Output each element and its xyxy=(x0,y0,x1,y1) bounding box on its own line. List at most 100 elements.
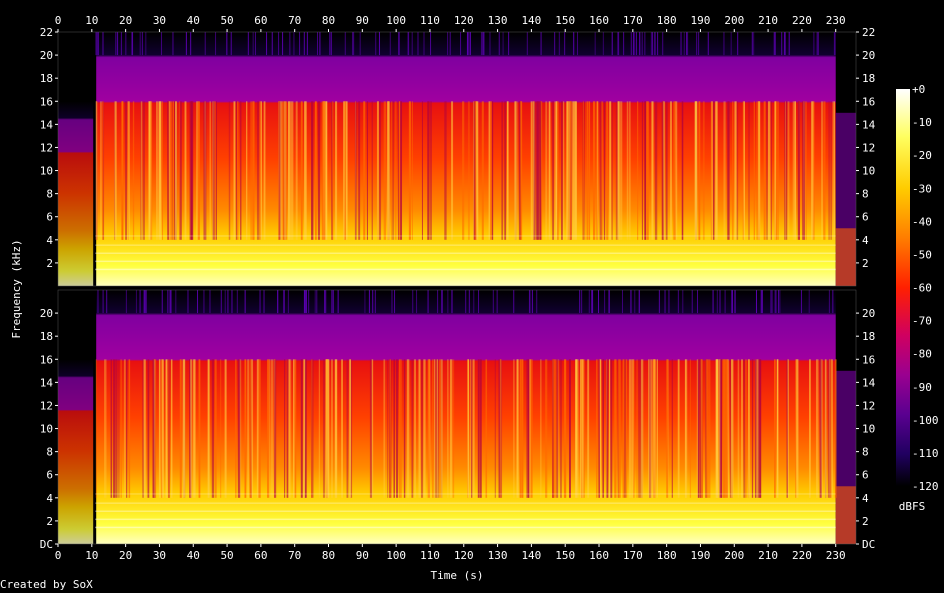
colorbar-label: dBFS xyxy=(899,500,926,513)
streak xyxy=(451,101,454,240)
streak xyxy=(758,359,761,498)
spectrogram-intro xyxy=(58,359,96,544)
streak xyxy=(290,101,294,240)
streak xyxy=(669,101,673,240)
spike xyxy=(144,290,146,314)
spike xyxy=(734,290,736,314)
streak xyxy=(596,101,599,240)
spike xyxy=(644,32,646,56)
x-tick-label: 60 xyxy=(254,549,267,562)
streak xyxy=(363,101,366,240)
streak xyxy=(161,359,164,498)
streak xyxy=(324,101,327,240)
spike xyxy=(391,290,393,314)
streak xyxy=(555,101,558,240)
streak xyxy=(504,101,506,240)
streak xyxy=(827,359,830,498)
streak xyxy=(462,101,465,240)
y-tick-label: 12 xyxy=(40,141,53,154)
spike xyxy=(834,32,836,56)
streak xyxy=(787,101,790,240)
streak xyxy=(432,359,434,498)
streak xyxy=(179,359,182,498)
streak xyxy=(452,359,455,498)
streak xyxy=(554,359,557,498)
streak xyxy=(288,359,292,498)
spike xyxy=(598,290,600,314)
spike xyxy=(652,32,654,56)
streak xyxy=(421,101,423,240)
x-tick-label: 30 xyxy=(153,549,166,562)
streak xyxy=(821,101,823,240)
streak xyxy=(366,101,368,240)
streak xyxy=(436,359,439,498)
streak xyxy=(809,359,811,498)
x-tick-label-top: 190 xyxy=(691,14,711,27)
harmonic-band xyxy=(95,235,836,237)
streak xyxy=(606,101,608,240)
streak xyxy=(606,101,609,240)
streak xyxy=(618,359,620,498)
streak xyxy=(325,359,327,498)
streak xyxy=(250,101,253,240)
spike xyxy=(441,290,443,314)
y-tick-label-right: 14 xyxy=(862,376,876,389)
spike xyxy=(591,290,593,314)
spike xyxy=(430,32,432,56)
streak xyxy=(743,101,745,240)
streak xyxy=(396,359,399,498)
streak xyxy=(640,359,644,498)
streak xyxy=(598,359,600,498)
streak xyxy=(715,101,718,240)
spike xyxy=(203,290,205,314)
spike xyxy=(755,290,757,314)
streak xyxy=(328,359,330,498)
streak xyxy=(812,101,815,240)
streak xyxy=(397,101,400,240)
spike xyxy=(271,32,273,56)
streak xyxy=(551,359,555,498)
transient-streaks xyxy=(95,32,836,240)
spike xyxy=(331,290,333,314)
streak xyxy=(802,101,805,240)
streak xyxy=(156,101,158,240)
x-tick-label-top: 230 xyxy=(826,14,846,27)
spike xyxy=(773,32,775,56)
spike xyxy=(677,290,679,314)
x-tick-label-top: 90 xyxy=(356,14,369,27)
y-tick-label-right: 4 xyxy=(862,492,869,505)
spike xyxy=(529,290,531,314)
streak xyxy=(626,101,629,240)
spike xyxy=(753,32,755,56)
spike xyxy=(197,290,199,314)
streak xyxy=(530,359,533,498)
streak xyxy=(650,359,653,498)
streak xyxy=(641,101,644,240)
spike xyxy=(135,290,137,314)
streak xyxy=(190,359,193,498)
spike xyxy=(828,290,830,314)
streak xyxy=(805,101,807,240)
streak xyxy=(537,101,540,240)
spike xyxy=(187,290,189,314)
streak xyxy=(150,101,152,240)
streak xyxy=(618,359,621,498)
spike xyxy=(658,290,660,314)
streak xyxy=(113,359,116,498)
streak xyxy=(244,359,247,498)
streak xyxy=(252,101,255,240)
colorbar-tick-label: -50 xyxy=(912,248,932,261)
streak xyxy=(774,101,776,240)
spike xyxy=(686,32,688,56)
harmonic-band xyxy=(95,526,836,529)
spike xyxy=(417,32,419,56)
spike xyxy=(779,290,781,314)
y-tick-label-right: 20 xyxy=(862,49,875,62)
streak xyxy=(212,101,215,240)
streak xyxy=(763,101,766,240)
streak xyxy=(757,359,759,498)
streak xyxy=(545,359,548,498)
spike xyxy=(775,290,777,314)
spike xyxy=(657,32,659,56)
spike xyxy=(143,290,145,314)
